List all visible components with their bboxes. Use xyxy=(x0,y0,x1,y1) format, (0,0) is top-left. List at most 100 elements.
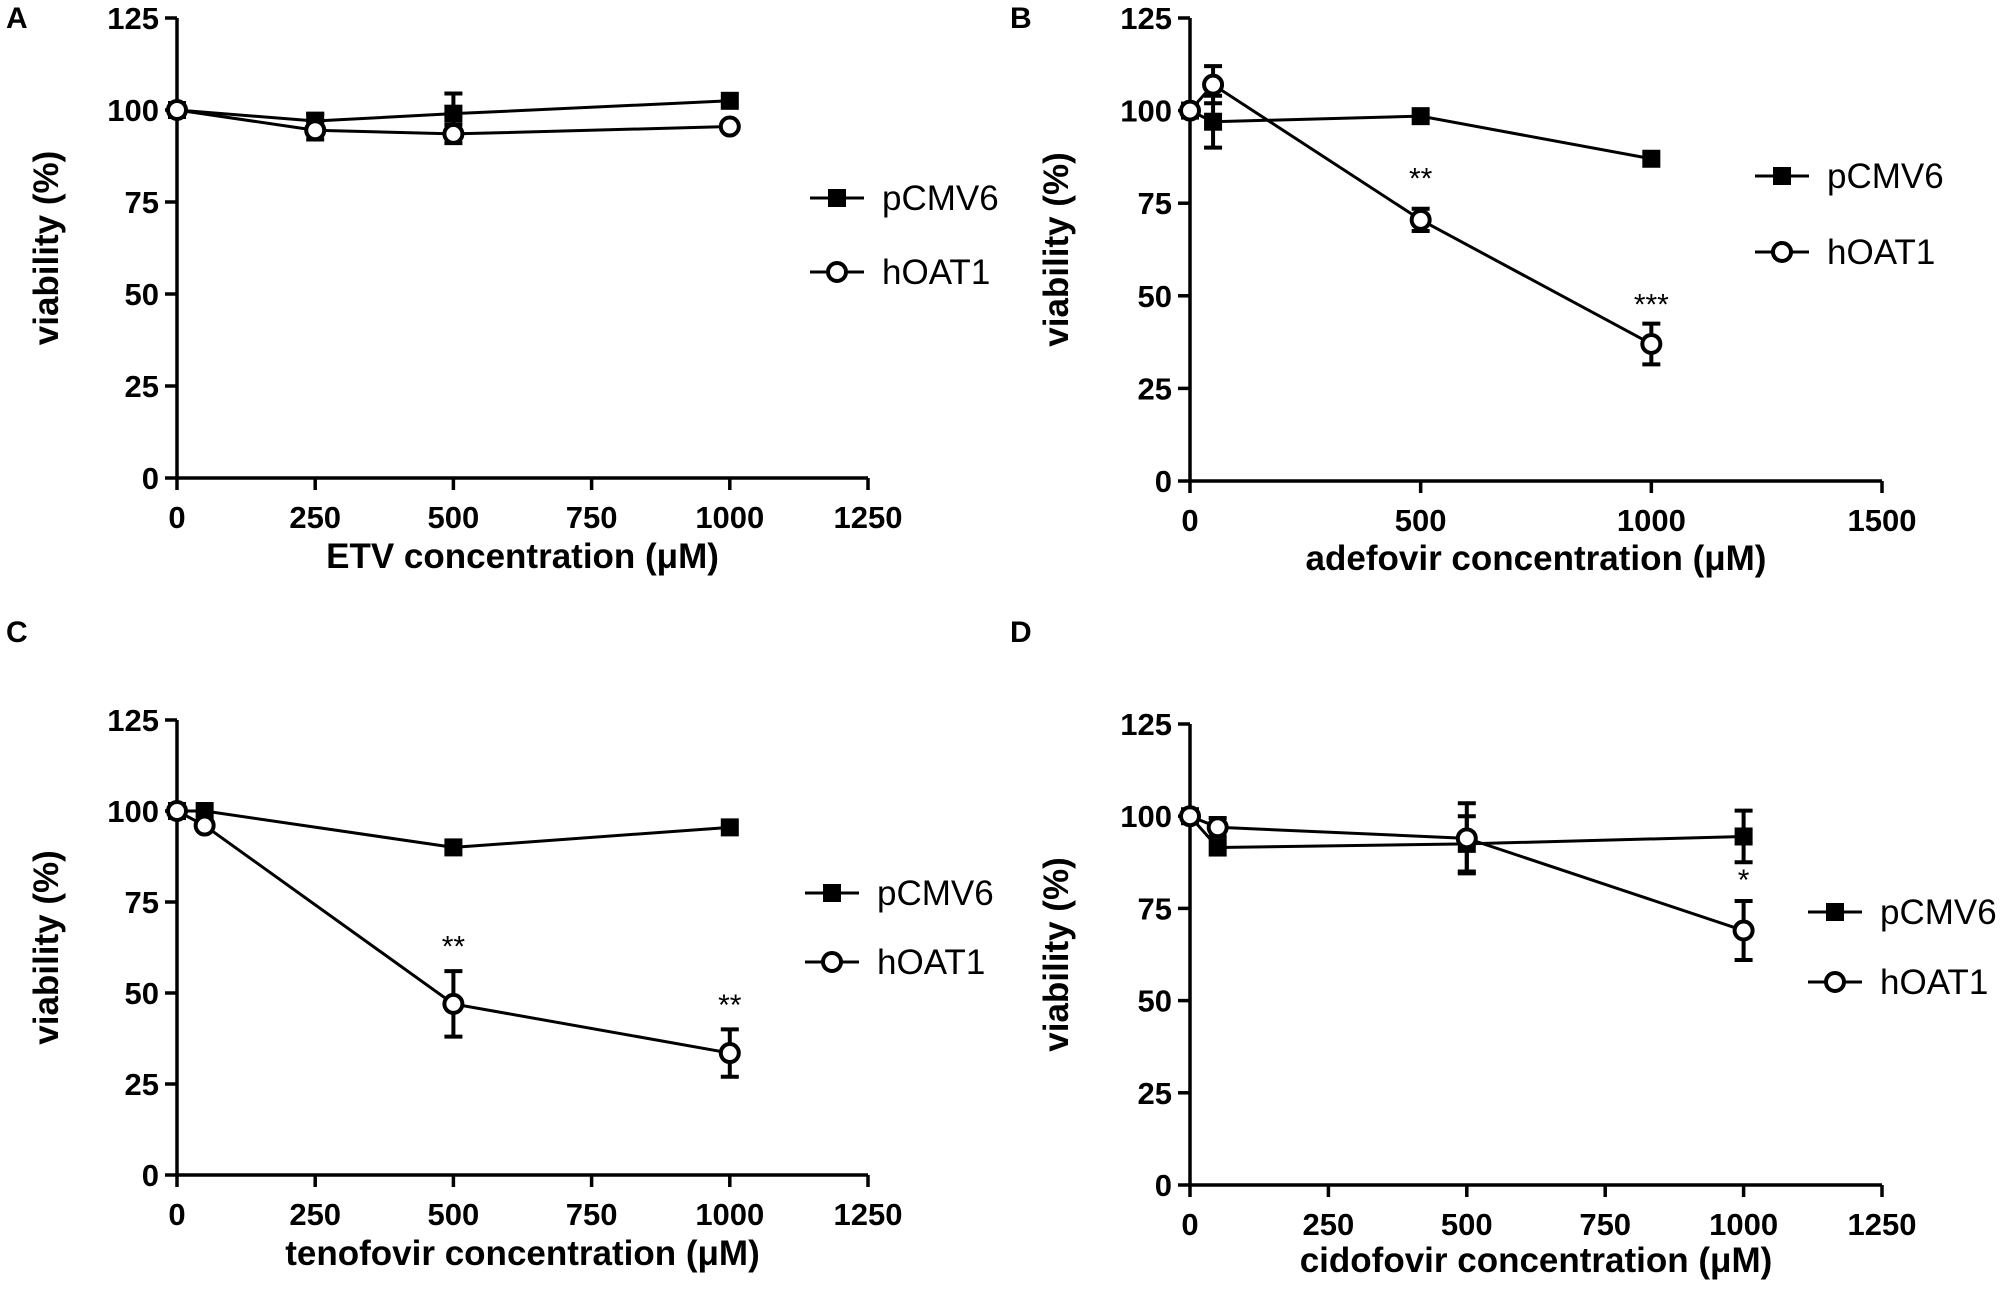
data-point-hoat1 xyxy=(1732,919,1755,942)
data-point-hoat1 xyxy=(1455,827,1478,850)
panel-letter-a: A xyxy=(6,2,28,35)
x-tick-label: 250 xyxy=(289,500,341,535)
significance-label: ** xyxy=(1409,162,1433,195)
y-axis-title: viability (%) xyxy=(1037,152,1076,346)
legend-marker-pcmv6 xyxy=(823,884,841,902)
y-tick-label: 50 xyxy=(125,976,159,1011)
y-axis-title: viability (%) xyxy=(27,850,66,1044)
x-tick-label: 0 xyxy=(168,1197,185,1232)
x-axis-title: adefovir concentration (μM) xyxy=(1306,539,1767,578)
panel-letter-c: C xyxy=(6,616,28,649)
y-tick-label: 125 xyxy=(1120,1,1172,36)
y-tick-label: 25 xyxy=(1138,371,1172,406)
x-tick-label: 500 xyxy=(1395,503,1447,538)
series-line-pcmv6 xyxy=(176,99,730,123)
significance-label: ** xyxy=(442,931,466,964)
x-tick-label: 1250 xyxy=(1848,1207,1917,1242)
data-point-hoat1 xyxy=(1409,208,1432,231)
data-point-hoat1 xyxy=(166,99,188,121)
data-point-pcmv6 xyxy=(195,802,214,820)
y-tick-label: 0 xyxy=(142,1158,159,1193)
legend-label-pcmv6: pCMV6 xyxy=(1880,893,1997,932)
legend-marker-pcmv6 xyxy=(828,189,846,207)
x-tick-label: 750 xyxy=(566,500,618,535)
data-point-hoat1 xyxy=(304,119,327,142)
legend-marker-pcmv6 xyxy=(1826,903,1844,921)
data-point-hoat1 xyxy=(442,992,465,1015)
y-tick-label: 75 xyxy=(1138,891,1172,926)
legend-label-hoat1: hOAT1 xyxy=(882,253,990,292)
y-tick-label: 50 xyxy=(125,277,159,312)
y-tick-label: 25 xyxy=(125,369,159,404)
y-tick-label: 125 xyxy=(1120,707,1172,742)
data-point-pcmv6 xyxy=(444,104,463,123)
data-point-pcmv6 xyxy=(720,91,739,110)
data-point-hoat1 xyxy=(718,1042,741,1065)
data-point-pcmv6 xyxy=(1204,112,1223,131)
y-tick-label: 25 xyxy=(125,1067,159,1102)
legend-marker-hoat1 xyxy=(826,261,848,283)
legend-label-hoat1: hOAT1 xyxy=(1880,963,1988,1002)
y-tick-label: 125 xyxy=(107,703,159,738)
y-tick-label: 75 xyxy=(1138,186,1172,221)
data-point-pcmv6 xyxy=(1208,838,1227,857)
legend-marker-hoat1 xyxy=(1824,971,1846,993)
x-axis-title: ETV concentration (μM) xyxy=(326,537,719,576)
x-tick-label: 0 xyxy=(1181,503,1198,538)
y-tick-label: 0 xyxy=(1155,1168,1172,1203)
y-tick-label: 100 xyxy=(1120,799,1172,834)
y-tick-label: 0 xyxy=(142,461,159,496)
data-point-pcmv6 xyxy=(444,838,463,857)
x-tick-label: 1250 xyxy=(834,1197,903,1232)
legend-label-hoat1: hOAT1 xyxy=(877,943,985,982)
x-tick-label: 1250 xyxy=(834,500,903,535)
significance-label: * xyxy=(1738,864,1750,897)
x-tick-label: 750 xyxy=(1579,1207,1631,1242)
significance-label: *** xyxy=(1634,288,1669,321)
x-tick-label: 0 xyxy=(1181,1207,1198,1242)
x-tick-label: 250 xyxy=(289,1197,341,1232)
panel-letter-d: D xyxy=(1010,616,1032,649)
x-tick-label: 500 xyxy=(428,500,480,535)
y-tick-label: 50 xyxy=(1138,984,1172,1019)
data-point-hoat1 xyxy=(1202,73,1225,96)
x-tick-label: 250 xyxy=(1303,1207,1355,1242)
data-point-hoat1 xyxy=(442,122,465,145)
y-tick-label: 75 xyxy=(125,885,159,920)
x-tick-label: 1000 xyxy=(695,1197,764,1232)
data-point-hoat1 xyxy=(1640,332,1663,355)
y-tick-label: 0 xyxy=(1155,464,1172,499)
y-tick-label: 75 xyxy=(125,185,159,220)
data-point-hoat1 xyxy=(193,814,216,837)
y-tick-label: 100 xyxy=(1120,94,1172,129)
y-tick-label: 125 xyxy=(107,1,159,36)
y-axis-title: viability (%) xyxy=(27,151,66,345)
panel-letter-b: B xyxy=(1010,2,1032,35)
data-point-hoat1 xyxy=(1179,805,1201,828)
legend-label-hoat1: hOAT1 xyxy=(1827,233,1935,272)
x-tick-label: 750 xyxy=(566,1197,618,1232)
series-line-hoat1 xyxy=(176,809,731,1055)
x-tick-label: 1000 xyxy=(1617,503,1686,538)
data-point-hoat1 xyxy=(718,115,741,138)
legend-label-pcmv6: pCMV6 xyxy=(1827,157,1944,196)
series-line-hoat1 xyxy=(1189,814,1745,932)
x-axis-title: cidofovir concentration (μM) xyxy=(1300,1241,1773,1280)
series-line-pcmv6 xyxy=(1188,815,1744,850)
legend-marker-hoat1 xyxy=(821,951,843,973)
data-point-hoat1 xyxy=(166,800,188,822)
chart-b: 0 25 50 75 100 125 0 500 1000 1500 adefovir concen… xyxy=(1037,1,1944,578)
series-line-pcmv6 xyxy=(1189,109,1652,161)
y-tick-label: 100 xyxy=(107,794,159,829)
series-line-hoat1 xyxy=(1188,82,1653,346)
x-tick-label: 500 xyxy=(1441,1207,1493,1242)
legend-label-pcmv6: pCMV6 xyxy=(877,874,994,913)
y-tick-label: 100 xyxy=(107,93,159,128)
significance-label: ** xyxy=(718,989,742,1022)
series-line-pcmv6 xyxy=(177,809,730,849)
y-tick-label: 25 xyxy=(1138,1076,1172,1111)
data-point-hoat1 xyxy=(1206,816,1229,839)
